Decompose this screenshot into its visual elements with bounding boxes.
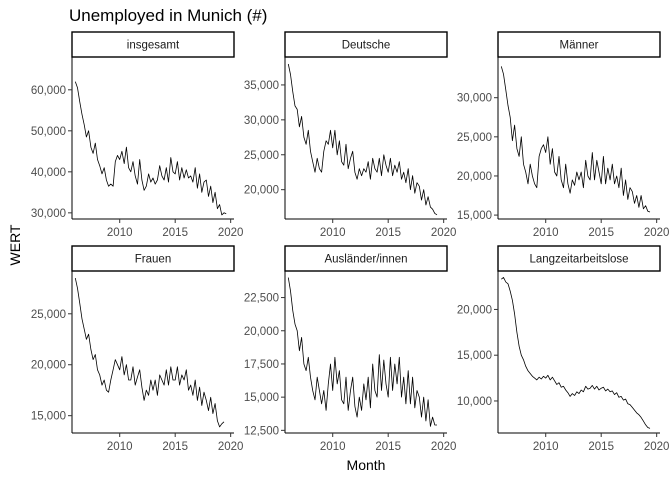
- facet-panels: insgesamt 30,000 40,000 50,000 60,000 2010 201…: [31, 31, 670, 453]
- facet-strip: [71, 31, 235, 58]
- series-line: [500, 66, 651, 213]
- facet-strip: [497, 31, 661, 58]
- x-tick-label: 2020: [644, 227, 670, 239]
- facet-panel: insgesamt 30,000 40,000 50,000 60,000 2010 201…: [31, 31, 244, 239]
- x-tick-label: 2015: [162, 441, 188, 453]
- facet-strip-label: Frauen: [135, 254, 171, 266]
- x-tick-label: 2010: [533, 227, 559, 239]
- series-line: [287, 277, 437, 427]
- y-tick-label: 22,500: [244, 293, 279, 305]
- y-tick-label: 30,000: [457, 93, 492, 105]
- y-tick-label: 10,000: [457, 396, 492, 408]
- x-tick-label: 2010: [533, 441, 559, 453]
- y-tick-label: 35,000: [244, 80, 279, 92]
- y-tick-label: 20,000: [244, 326, 279, 338]
- y-tick-label: 15,000: [457, 350, 492, 362]
- y-tick-label: 60,000: [31, 85, 66, 97]
- facet-strip: [71, 245, 235, 272]
- y-tick-label: 15,000: [31, 411, 66, 423]
- y-tick-label: 12,500: [244, 425, 279, 437]
- y-tick-label: 15,000: [244, 392, 279, 404]
- x-tick-label: 2020: [431, 441, 457, 453]
- facet-strip: [497, 245, 661, 272]
- x-axis-label: Month: [347, 457, 386, 473]
- x-tick-label: 2020: [644, 441, 670, 453]
- y-tick-label: 20,000: [244, 185, 279, 197]
- y-tick-label: 17,500: [244, 359, 279, 371]
- facet-strip: [284, 31, 448, 58]
- series-line: [74, 278, 225, 428]
- x-tick-label: 2015: [162, 227, 188, 239]
- x-tick-label: 2020: [218, 441, 244, 453]
- x-tick-label: 2020: [218, 227, 244, 239]
- x-tick-label: 2015: [375, 227, 401, 239]
- facet-strip-label: insgesamt: [127, 40, 180, 52]
- series-line: [287, 63, 438, 216]
- x-tick-label: 2010: [320, 441, 346, 453]
- x-tick-label: 2010: [320, 227, 346, 239]
- chart-title: Unemployed in Munich (#): [69, 6, 267, 25]
- facet-strip-label: Männer: [560, 40, 599, 52]
- x-tick-label: 2020: [431, 227, 457, 239]
- y-tick-label: 30,000: [31, 208, 66, 220]
- facet-panel: Ausländer/innen 12,500 15,000 17,500 20,000 2…: [244, 245, 457, 453]
- facet-panel: Langzeitarbeitslose 10,000 15,000 20,000 201…: [457, 245, 670, 453]
- y-tick-label: 25,000: [244, 150, 279, 162]
- y-tick-label: 50,000: [31, 126, 66, 138]
- facet-strip: [284, 245, 448, 272]
- series-line: [74, 81, 227, 216]
- y-tick-label: 20,000: [457, 171, 492, 183]
- y-tick-label: 20,000: [31, 360, 66, 372]
- y-tick-label: 40,000: [31, 167, 66, 179]
- x-tick-label: 2015: [588, 227, 614, 239]
- y-tick-label: 25,000: [457, 132, 492, 144]
- y-tick-label: 15,000: [457, 210, 492, 222]
- y-tick-label: 20,000: [457, 304, 492, 316]
- facet-panel: Frauen 15,000 20,000 25,000 2010 2015 2020: [31, 245, 244, 453]
- y-axis-label: WERT: [7, 224, 23, 265]
- x-tick-label: 2015: [588, 441, 614, 453]
- x-tick-label: 2015: [375, 441, 401, 453]
- x-tick-label: 2010: [107, 227, 133, 239]
- facet-strip-label: Langzeitarbeitslose: [529, 254, 628, 266]
- y-tick-label: 30,000: [244, 115, 279, 127]
- facet-panel: Deutsche 20,000 25,000 30,000 35,000 2010 2015…: [244, 31, 457, 239]
- facet-strip-label: Deutsche: [342, 40, 391, 52]
- y-tick-label: 25,000: [31, 309, 66, 321]
- facet-panel: Männer 15,000 20,000 25,000 30,000 2010 2015 20…: [457, 31, 670, 239]
- x-tick-label: 2010: [107, 441, 133, 453]
- facet-strip-label: Ausländer/innen: [324, 254, 407, 266]
- series-line: [501, 277, 651, 429]
